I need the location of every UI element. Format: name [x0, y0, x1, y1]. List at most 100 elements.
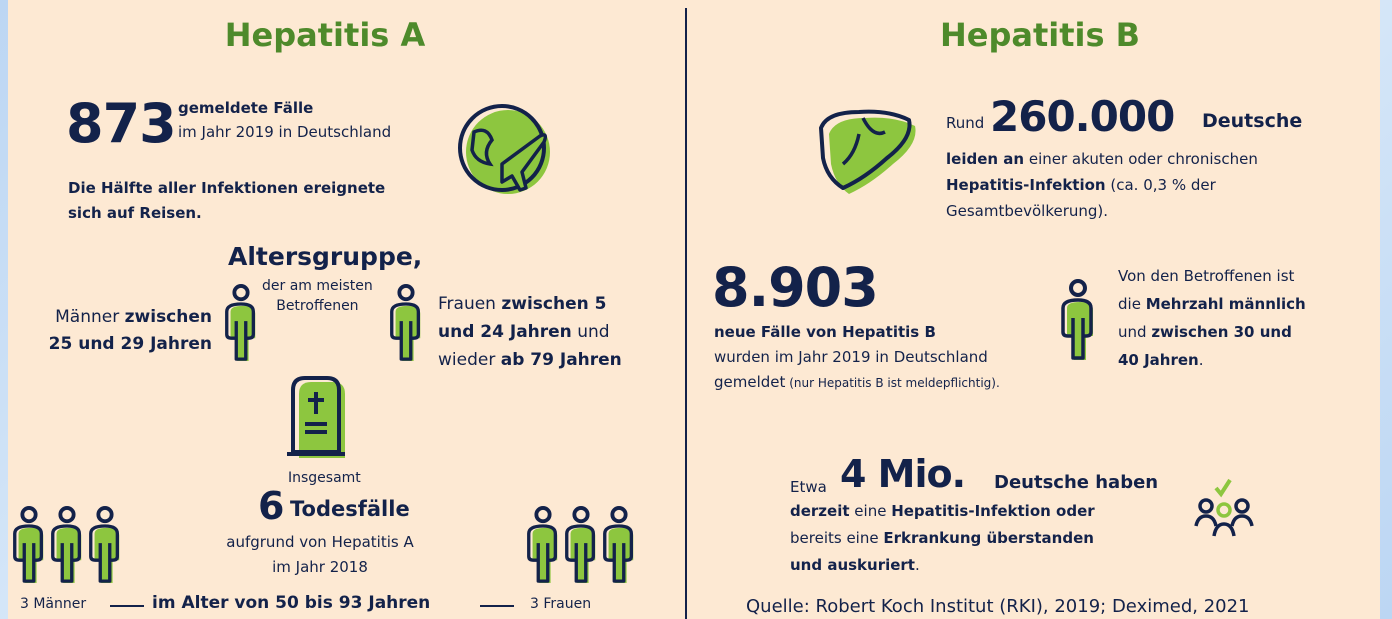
text-segment: im Jahr 2018 — [272, 558, 368, 576]
age-group-title: Altersgruppe, — [228, 242, 423, 271]
text-line: Von den Betroffenen ist — [1118, 262, 1306, 290]
text-segment: im Jahr 2019 in Deutschland — [178, 123, 392, 141]
text-line: 25 und 29 Jahren — [20, 331, 212, 358]
text-segment: zwischen — [124, 307, 212, 327]
text-line: Frauen zwischen 5 — [438, 290, 622, 318]
text-segment: Gesamtbevölkerung). — [946, 202, 1109, 220]
total-text: derzeit eine Hepatitis-Infektion oder ber… — [790, 498, 1095, 579]
liver-icon — [819, 109, 916, 194]
age-group-text: der am meisten Betroffenen — [262, 276, 373, 316]
footer-age-range: im Alter von 50 bis 93 Jahren — [152, 593, 431, 613]
text-line: der am meisten — [262, 276, 373, 296]
text-line: bereits eine Erkrankung überstanden — [790, 525, 1095, 552]
text-segment: zwischen 30 und — [1151, 323, 1292, 341]
text-line: und zwischen 30 und — [1118, 318, 1306, 346]
text-line: sich auf Reisen. — [68, 201, 385, 226]
text-segment: gemeldet — [714, 373, 786, 391]
text-segment: eine — [849, 502, 892, 520]
text-line: aufgrund von Hepatitis A — [200, 530, 440, 555]
divider — [685, 8, 687, 619]
text-line: Männer zwischen — [20, 304, 212, 331]
text-segment: und — [571, 322, 610, 342]
text-segment: (ca. 0,3 % der — [1105, 176, 1216, 194]
deaths-intro: Insgesamt — [288, 470, 361, 486]
text-segment: Männer — [55, 307, 125, 327]
total-number: 4 Mio. — [840, 452, 966, 496]
text-line: leiden an einer akuten oder chronischen — [946, 146, 1258, 172]
text-segment: Mehrzahl männlich — [1145, 295, 1306, 313]
text-segment: (nur Hepatitis B ist meldepflichtig). — [785, 376, 1000, 390]
person-icon — [1058, 278, 1098, 362]
text-segment: Von den Betroffenen ist — [1118, 267, 1295, 285]
women-group-icon — [526, 505, 636, 585]
text-segment: wieder — [438, 350, 501, 370]
deaths-text: aufgrund von Hepatitis A im Jahr 2018 — [200, 530, 440, 580]
text-line: wurden im Jahr 2019 in Deutschland — [714, 345, 1000, 370]
text-segment: 25 und 29 Jahren — [48, 334, 212, 354]
text-line: Gesamtbevölkerung). — [946, 198, 1258, 224]
text-line: und auskuriert. — [790, 552, 1095, 579]
text-line: die Mehrzahl männlich — [1118, 290, 1306, 318]
text-segment: 40 Jahren — [1118, 351, 1199, 369]
cases-text: gemeldete Fälle im Jahr 2019 in Deutschla… — [178, 96, 391, 144]
text-segment: und auskuriert — [790, 556, 915, 574]
text-line: gemeldete Fälle — [178, 96, 391, 120]
text-segment: ab 79 Jahren — [500, 350, 622, 370]
deaths-number: 6 — [258, 484, 284, 528]
text-segment: zwischen 5 — [501, 294, 607, 314]
total-intro: Etwa — [790, 478, 827, 496]
cases-number: 873 — [66, 92, 177, 155]
affected-intro: Rund — [946, 114, 985, 132]
text-line: derzeit eine Hepatitis-Infektion oder — [790, 498, 1095, 525]
text-segment: bereits eine — [790, 529, 884, 547]
text-line: im Jahr 2018 — [200, 555, 440, 580]
men-text: Männer zwischen 25 und 29 Jahren — [20, 304, 212, 358]
total-label: Deutsche haben — [994, 472, 1159, 493]
group-icon — [1194, 478, 1254, 537]
text-segment: Hepatitis-Infektion — [946, 176, 1106, 194]
tombstone-icon — [287, 376, 345, 458]
text-segment: gemeldete Fälle — [178, 99, 314, 117]
text-segment: . — [914, 556, 920, 574]
text-segment: der am meisten — [262, 278, 373, 294]
footer-dashes — [110, 605, 514, 607]
title-a: Hepatitis A — [224, 16, 426, 54]
globe-icon — [458, 104, 550, 194]
affected-label: Deutsche — [1202, 110, 1303, 132]
footer-men: 3 Männer — [20, 596, 87, 612]
person-icon — [387, 282, 425, 364]
text-segment: derzeit — [790, 502, 850, 520]
affected-number: 260.000 — [990, 92, 1175, 141]
deaths-label: Todesfälle — [290, 497, 410, 521]
new-cases-number: 8.903 — [712, 256, 879, 319]
text-line: Die Hälfte aller Infektionen ereignete — [68, 176, 385, 201]
text-segment: die — [1118, 295, 1146, 313]
travel-text: Die Hälfte aller Infektionen ereignete si… — [68, 176, 385, 226]
source: Quelle: Robert Koch Institut (RKI), 2019… — [746, 596, 1250, 617]
text-segment: und — [1118, 323, 1152, 341]
person-icon — [222, 282, 260, 364]
text-line: Hepatitis-Infektion (ca. 0,3 % der — [946, 172, 1258, 198]
footer-women: 3 Frauen — [530, 596, 592, 612]
text-line: im Jahr 2019 in Deutschland — [178, 120, 391, 144]
text-segment: einer akuten oder chronischen — [1024, 150, 1258, 168]
text-segment: neue Fälle von Hepatitis B — [714, 323, 936, 341]
text-line: neue Fälle von Hepatitis B — [714, 320, 1000, 345]
text-line: Betroffenen — [262, 296, 373, 316]
new-cases-text: neue Fälle von Hepatitis B wurden im Jahr… — [714, 320, 1000, 396]
women-text: Frauen zwischen 5 und 24 Jahren und wieder… — [438, 290, 622, 374]
text-line: gemeldet (nur Hepatitis B ist meldepflic… — [714, 370, 1000, 396]
text-segment: und 24 Jahren — [438, 322, 572, 342]
affected-text: leiden an einer akuten oder chronischen H… — [946, 146, 1258, 224]
text-line: 40 Jahren. — [1118, 346, 1306, 374]
text-line: und 24 Jahren und — [438, 318, 622, 346]
text-segment: Die Hälfte aller Infektionen ereignete — [68, 179, 386, 197]
text-segment: Hepatitis-Infektion oder — [891, 502, 1095, 520]
text-line: wieder ab 79 Jahren — [438, 346, 622, 374]
text-segment: aufgrund von Hepatitis A — [226, 533, 414, 551]
text-segment: Erkrankung überstanden — [883, 529, 1094, 547]
title-b: Hepatitis B — [939, 16, 1141, 54]
text-segment: . — [1198, 351, 1204, 369]
text-segment: Frauen — [438, 294, 502, 314]
